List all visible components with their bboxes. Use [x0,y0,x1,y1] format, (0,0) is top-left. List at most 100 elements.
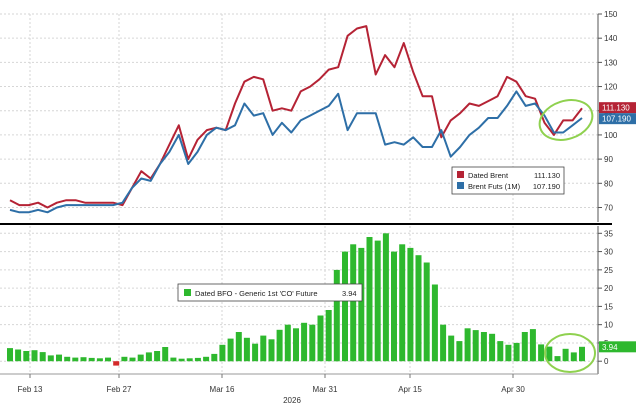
x-tick-label: Apr 15 [398,385,422,394]
bar [374,240,381,362]
x-axis-year: 2026 [283,396,301,405]
x-tick-label: Feb 13 [18,385,43,394]
upper-y-tick-label: 120 [604,83,618,92]
bar [203,356,210,362]
bar [39,352,46,362]
bar [505,344,512,362]
legend-value-bfo-spread: 3.94 [342,289,357,298]
bar [154,351,161,362]
bar [513,342,520,362]
upper-y-tick-label: 140 [604,34,618,43]
bar [350,244,357,362]
bar [137,354,144,362]
lower-y-tick-label: 10 [604,321,613,330]
bar [64,356,71,362]
lower-y-tick-label: 35 [604,229,613,238]
bar [243,337,250,362]
last-value-tag-dated-brent: 111.130 [602,104,630,113]
bar [276,329,283,362]
bar [301,322,308,362]
upper-y-tick-label: 80 [604,179,613,188]
bar [194,357,201,362]
legend-value-dated-brent: 111.130 [534,171,560,180]
bar [497,341,504,362]
last-value-tag-brent-futs: 107.190 [602,115,631,124]
bar [56,354,62,362]
x-tick-label: Feb 27 [107,385,132,394]
bar [317,315,324,362]
bar [80,357,87,362]
upper-y-tick-label: 150 [604,10,618,19]
lower-y-tick-label: 25 [604,266,613,275]
bar [309,324,316,362]
bar [480,332,487,362]
bar [145,352,152,362]
last-value-tag-brent-futs-bg [599,113,636,125]
bar [554,356,561,362]
bar [31,350,38,362]
legend-label-dated-brent: Dated Brent [468,171,509,180]
bar [7,348,13,362]
bar [47,355,54,362]
bar [579,346,585,362]
lower-y-tick-label: 20 [604,284,613,293]
upper-y-tick-label: 70 [604,203,613,212]
bar [268,339,275,362]
bar [72,357,79,362]
bar [23,351,30,362]
bar [235,332,242,362]
legend-label-bfo-spread: Dated BFO - Generic 1st 'CO' Future [195,289,318,298]
upper-legend: Dated Brent 111.130 Brent Futs (1M) 107.… [451,166,565,195]
series-line-dated-brent [9,25,583,209]
legend-label-brent-futs: Brent Futs (1M) [468,182,521,191]
bar [546,346,553,362]
bar [562,348,569,362]
bar [456,341,463,362]
legend-value-brent-futs: 107.190 [533,182,560,191]
bar [178,358,185,362]
bar [219,344,226,362]
bar [464,328,471,362]
bar [382,233,389,362]
x-tick-label: Mar 31 [313,385,338,394]
highlight-circle-prices [538,99,594,141]
legend-swatch-brent-futs [457,182,464,189]
upper-y-tick-label: 90 [604,155,613,164]
legend-swatch-dated-brent [457,171,464,178]
bar [529,329,536,362]
upper-y-tick-label: 100 [604,131,618,140]
upper-y-tick-label: 130 [604,58,618,67]
bar [538,344,545,362]
last-value-tag-dated-brent-bg [599,102,636,114]
series-line-brent-futs [9,90,583,214]
bar [252,343,259,362]
bar [570,352,577,362]
bar [440,324,447,362]
bar [399,244,406,362]
legend-swatch-bfo-spread [184,289,191,296]
bar [448,335,455,362]
spread-bars [7,233,585,366]
bar [415,255,422,362]
bar [391,251,397,362]
bar [211,353,218,362]
bar [293,328,299,362]
bar [325,310,332,362]
bar [489,333,496,362]
bar [366,237,373,362]
bar [105,357,111,362]
x-tick-label: Mar 16 [210,385,235,394]
bar [162,347,169,362]
bar [333,269,340,362]
bar [342,251,348,362]
bar [284,324,291,362]
highlight-circle-spread [544,333,596,373]
bar [521,332,528,362]
bar [423,262,430,362]
x-tick-label: Apr 30 [501,385,525,394]
upper-y-tick-labels: 708090100110120130140150 [598,10,618,212]
lower-y-tick-label: 0 [604,357,609,366]
bar [96,358,103,362]
bar [472,330,479,362]
bar [358,247,365,362]
